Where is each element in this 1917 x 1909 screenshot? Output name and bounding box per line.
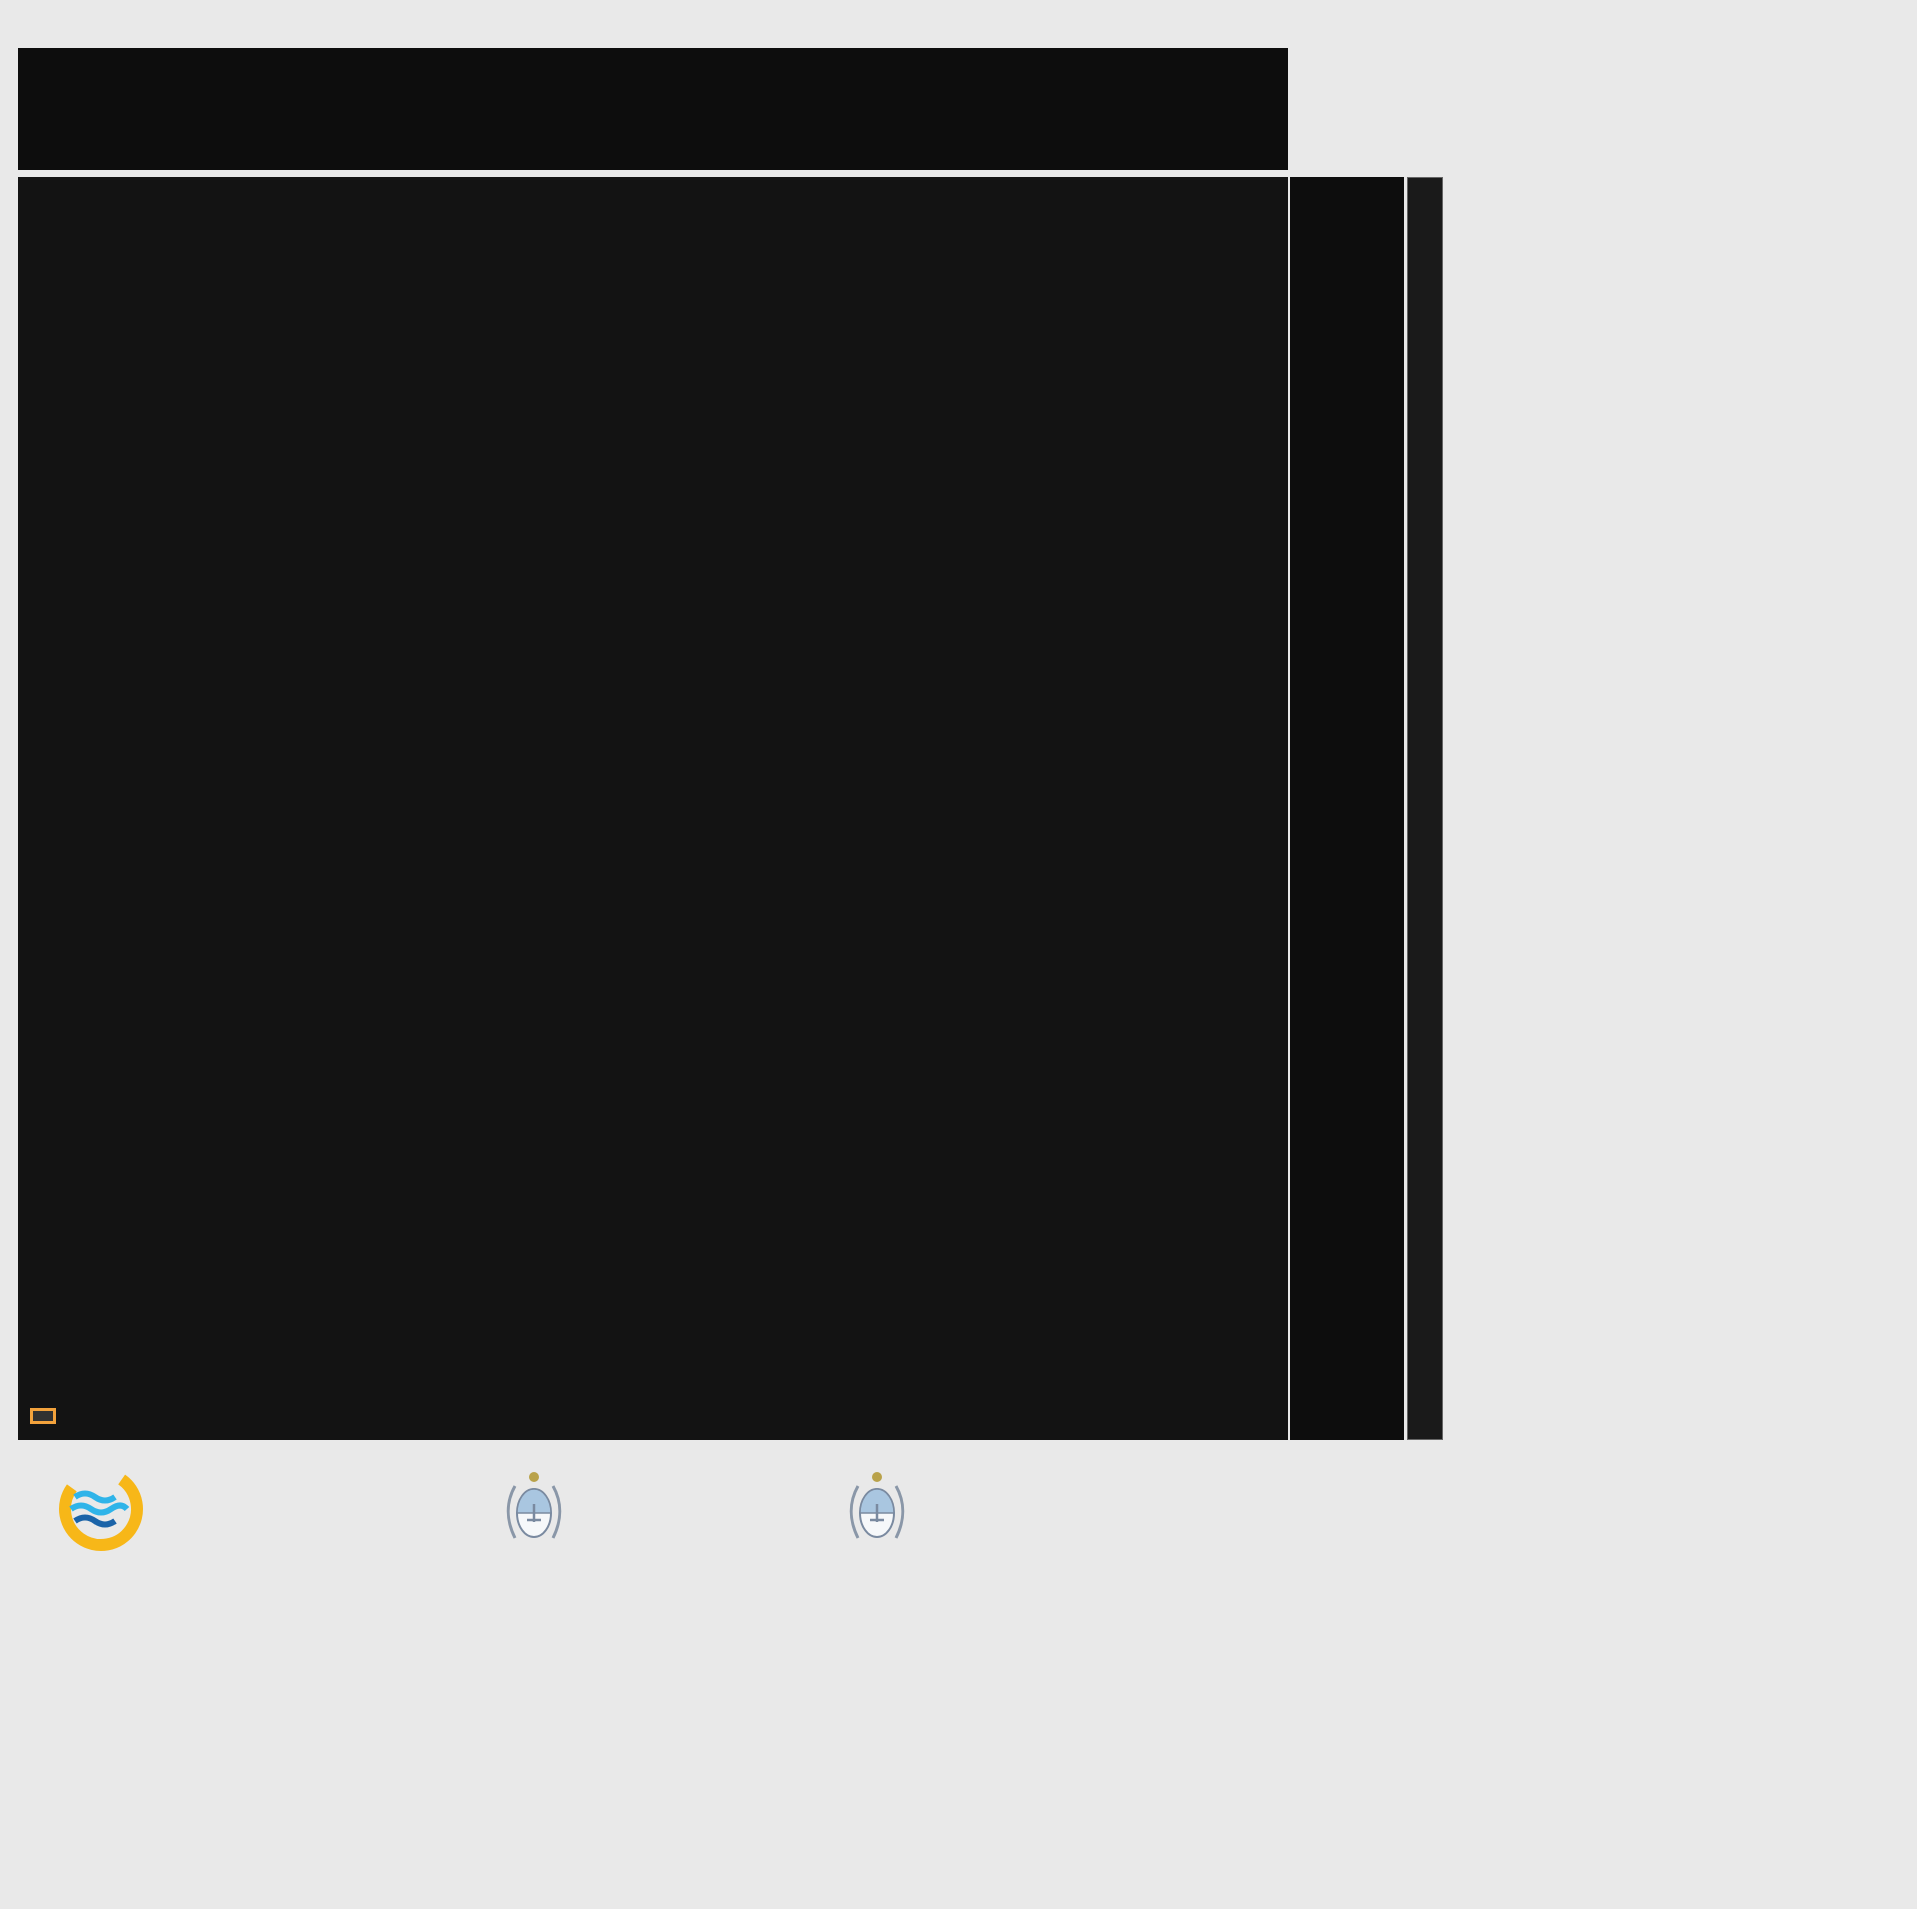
defensa-coat-icon (506, 1472, 562, 1539)
radar-map (18, 177, 1288, 1440)
vertical-cross-section-right (1290, 177, 1404, 1440)
economia-logo-group (848, 1466, 924, 1552)
smn-logo-group (58, 1466, 162, 1552)
footer (0, 1440, 1917, 1909)
economia-coat-icon (849, 1472, 905, 1539)
reflectivity-colorbar (1407, 177, 1443, 1440)
defensa-logo-group (505, 1466, 581, 1552)
colorbar-tick-labels (1454, 177, 1544, 1440)
warning-box (30, 1408, 56, 1424)
vertical-cross-section-top (18, 48, 1288, 170)
smn-logo-icon (59, 1467, 143, 1551)
